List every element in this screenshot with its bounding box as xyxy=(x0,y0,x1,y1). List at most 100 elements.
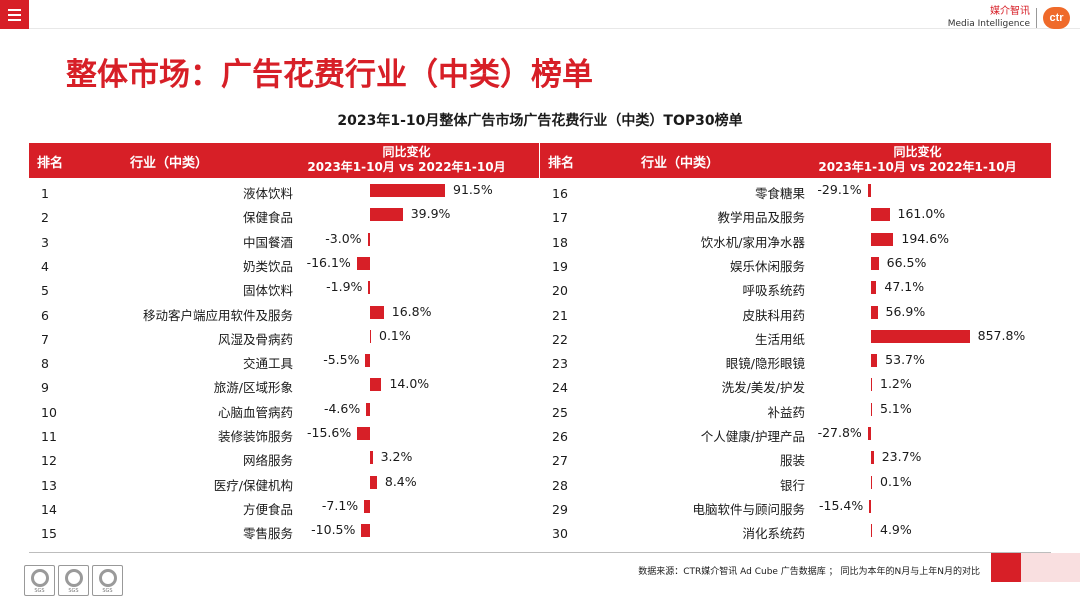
header-rank: 排名 xyxy=(548,156,575,171)
row-industry: 皮肤科用药 xyxy=(742,307,805,323)
yoy-value-label: -27.8% xyxy=(817,425,862,440)
row-industry: 教学用品及服务 xyxy=(717,210,805,226)
table-row: 26 个人健康/护理产品 -27.8% xyxy=(540,421,1051,445)
table-row: 20 呼吸系统药 47.1% xyxy=(540,275,1051,299)
yoy-bar xyxy=(368,281,370,295)
yoy-value-label: 3.2% xyxy=(380,449,413,465)
header-yoy: 同比变化 2023年1-10月 vs 2022年1-10月 xyxy=(299,145,514,175)
sgs-badge-icon: SGS xyxy=(58,565,89,596)
yoy-bar xyxy=(871,524,872,538)
yoy-value-label: 8.4% xyxy=(384,473,417,489)
row-industry: 电脑软件与顾问服务 xyxy=(692,501,805,517)
yoy-value-label: 23.7% xyxy=(881,449,922,465)
yoy-bar xyxy=(871,354,878,368)
row-industry: 医疗/保健机构 xyxy=(213,477,293,493)
yoy-value-label: 16.8% xyxy=(391,303,432,319)
yoy-value-label: -15.4% xyxy=(819,497,864,513)
yoy-value-label: -3.0% xyxy=(325,230,362,246)
table-row: 29 电脑软件与顾问服务 -15.4% xyxy=(540,494,1051,518)
row-rank: 27 xyxy=(552,453,568,469)
yoy-bar xyxy=(370,451,373,465)
menu-icon[interactable] xyxy=(0,0,29,29)
row-rank: 4 xyxy=(41,258,49,274)
row-rank: 3 xyxy=(41,234,49,250)
data-source-note: 数据来源：CTR媒介智讯 Ad Cube 广告数据库 ； 同比为本年的N月与上年… xyxy=(638,567,980,577)
table-row: 11 装修装饰服务 -15.6% xyxy=(29,421,539,445)
yoy-value-label: -10.5% xyxy=(311,522,356,538)
yoy-value-label: 91.5% xyxy=(453,182,493,197)
row-rank: 21 xyxy=(552,307,568,323)
row-industry: 饮水机/家用净水器 xyxy=(700,234,805,250)
header-yoy-line2: 2023年1-10月 vs 2022年1-10月 xyxy=(818,160,1017,174)
row-rank: 29 xyxy=(552,501,568,517)
logo-en: Media Intelligence xyxy=(947,19,1030,29)
row-industry: 呼吸系统药 xyxy=(742,283,805,299)
yoy-value-label: -1.9% xyxy=(326,279,363,295)
yoy-bar xyxy=(361,524,370,538)
row-industry: 风湿及骨病药 xyxy=(217,331,293,347)
row-industry: 生活用纸 xyxy=(754,331,805,347)
header-industry: 行业（中类） xyxy=(641,156,720,171)
yoy-value-label: 14.0% xyxy=(389,376,430,392)
table-row: 19 娱乐休闲服务 66.5% xyxy=(540,251,1051,275)
row-rank: 15 xyxy=(41,526,57,542)
yoy-value-label: 47.1% xyxy=(884,279,925,295)
row-industry: 消化系统药 xyxy=(742,526,805,542)
table-header: 排名 行业（中类） 同比变化 2023年1-10月 vs 2022年1-10月 xyxy=(29,143,539,178)
row-industry: 眼镜/隐形眼镜 xyxy=(725,356,805,372)
yoy-bar xyxy=(867,184,871,197)
table-row: 8 交通工具 -5.5% xyxy=(29,348,539,372)
yoy-value-label: 39.9% xyxy=(410,206,451,222)
row-industry: 网络服务 xyxy=(242,453,293,469)
row-industry: 方便食品 xyxy=(242,501,293,517)
table-row: 23 眼镜/隐形眼镜 53.7% xyxy=(540,348,1051,372)
table-row: 7 风湿及骨病药 0.1% xyxy=(29,324,539,348)
yoy-bar xyxy=(357,427,370,440)
yoy-value-label: -29.1% xyxy=(817,182,862,197)
yoy-bar xyxy=(871,281,877,295)
logo-cn: 媒介智讯 xyxy=(990,6,1030,17)
row-rank: 28 xyxy=(552,477,568,493)
row-rank: 10 xyxy=(41,404,57,420)
yoy-bar xyxy=(364,499,370,513)
row-industry: 中国餐酒 xyxy=(242,234,293,250)
table-row: 12 网络服务 3.2% xyxy=(29,445,539,469)
table-row: 9 旅游/区域形象 14.0% xyxy=(29,372,539,396)
row-industry: 奶类饮品 xyxy=(242,258,293,274)
table-row: 5 固体饮料 -1.9% xyxy=(29,275,539,299)
header-yoy-line1: 同比变化 xyxy=(382,145,431,159)
footer-pink-band xyxy=(1021,553,1080,582)
row-industry: 交通工具 xyxy=(242,356,293,372)
row-industry: 洗发/美发/护发 xyxy=(721,380,805,396)
yoy-value-label: -7.1% xyxy=(321,497,359,513)
yoy-bar xyxy=(871,378,872,392)
row-rank: 18 xyxy=(552,234,568,250)
yoy-bar xyxy=(871,305,878,319)
row-rank: 6 xyxy=(41,307,49,323)
yoy-value-label: 0.1% xyxy=(379,327,411,343)
yoy-value-label: 0.1% xyxy=(880,473,912,489)
yoy-bar xyxy=(370,378,382,392)
row-industry: 娱乐休闲服务 xyxy=(729,258,805,274)
table-row: 16 零食糖果 -29.1% xyxy=(540,178,1051,202)
yoy-value-label: 5.1% xyxy=(880,400,912,416)
row-rank: 30 xyxy=(552,526,568,542)
yoy-value-label: -5.5% xyxy=(323,352,360,368)
ranking-table-right: 排名 行业（中类） 同比变化 2023年1-10月 vs 2022年1-10月 … xyxy=(540,143,1051,553)
row-rank: 13 xyxy=(41,477,57,493)
row-industry: 银行 xyxy=(779,477,805,493)
yoy-value-label: 4.9% xyxy=(880,522,912,538)
table-row: 24 洗发/美发/护发 1.2% xyxy=(540,372,1051,396)
row-rank: 9 xyxy=(41,380,49,396)
table-row: 17 教学用品及服务 161.0% xyxy=(540,202,1051,226)
yoy-value-label: -4.6% xyxy=(323,400,361,416)
logo-separator xyxy=(1036,8,1037,28)
table-row: 30 消化系统药 4.9% xyxy=(540,518,1051,542)
row-rank: 12 xyxy=(41,453,57,469)
top-divider xyxy=(29,28,1080,29)
row-rank: 7 xyxy=(41,331,49,347)
header-industry: 行业（中类） xyxy=(130,156,209,171)
yoy-bar xyxy=(367,232,370,246)
bottom-divider xyxy=(29,552,1051,553)
row-rank: 22 xyxy=(552,331,568,347)
